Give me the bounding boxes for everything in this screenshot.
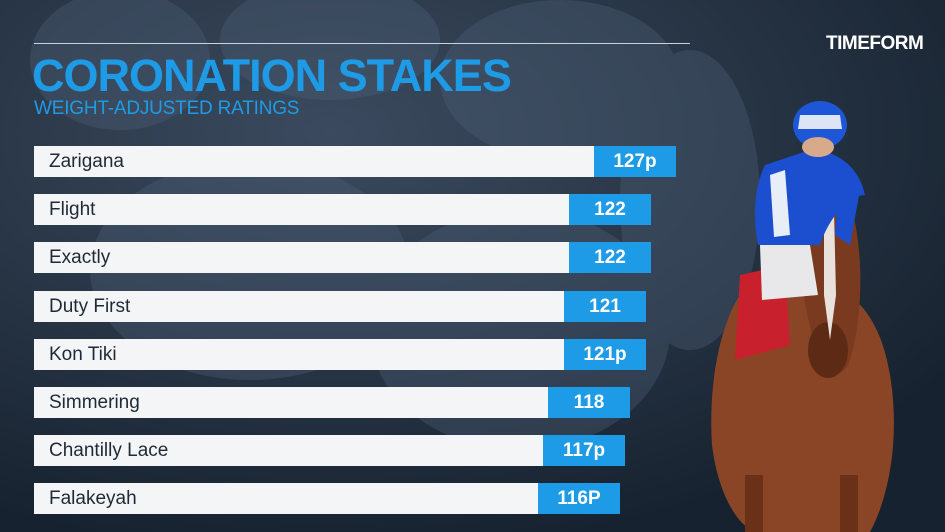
bar-label-box: Exactly [34, 242, 569, 273]
rating-bar: 122 [569, 242, 651, 273]
horse-name: Zarigana [49, 151, 124, 172]
bar-label-box: Duty First [34, 291, 564, 322]
rating-bar: 117p [543, 435, 625, 466]
timeform-logo: TIMEFORM [826, 33, 924, 54]
rating-bar: 127p [594, 146, 676, 177]
bar-row: Zarigana 127p [34, 146, 676, 177]
horse-name: Flight [49, 199, 96, 220]
horse-name: Falakeyah [49, 488, 137, 509]
rating-value-label: 122 [594, 247, 626, 268]
rating-value-label: 118 [573, 392, 605, 413]
rating-value-label: 122 [594, 199, 626, 220]
horse-name: Exactly [49, 247, 111, 268]
bar-row: Duty First 121 [34, 291, 646, 322]
rating-value-label: 127p [613, 151, 657, 172]
rating-bar: 122 [569, 194, 651, 225]
rating-value-label: 121p [583, 344, 627, 365]
bar-row: Kon Tiki 121p [34, 339, 646, 370]
bar-row: Flight 122 [34, 194, 651, 225]
rating-bar: 118 [548, 387, 630, 418]
rating-bar: 121p [564, 339, 646, 370]
rating-bar: 116P [538, 483, 620, 514]
bar-row: Simmering 118 [34, 387, 630, 418]
rating-value-label: 117p [562, 440, 606, 461]
bar-label-box: Zarigana [34, 146, 594, 177]
bar-label-box: Simmering [34, 387, 548, 418]
top-rule [34, 43, 690, 44]
bar-label-box: Falakeyah [34, 483, 538, 514]
bar-row: Exactly 122 [34, 242, 651, 273]
bar-label-box: Chantilly Lace [34, 435, 543, 466]
rating-value-label: 121 [589, 296, 621, 317]
horse-name: Duty First [49, 296, 131, 317]
horse-name: Simmering [49, 392, 140, 413]
horse-name: Chantilly Lace [49, 440, 169, 461]
bar-label-box: Flight [34, 194, 569, 225]
rating-bar: 121 [564, 291, 646, 322]
jockey-horse-photo [711, 101, 894, 532]
chart-title: CORONATION STAKES [32, 50, 512, 101]
horse-name: Kon Tiki [49, 344, 117, 365]
bar-label-box: Kon Tiki [34, 339, 564, 370]
rating-value-label: 116P [557, 488, 601, 509]
bar-row: Chantilly Lace 117p [34, 435, 625, 466]
chart-subtitle: WEIGHT-ADJUSTED RATINGS [34, 98, 300, 119]
bar-row: Falakeyah 116P [34, 483, 620, 514]
